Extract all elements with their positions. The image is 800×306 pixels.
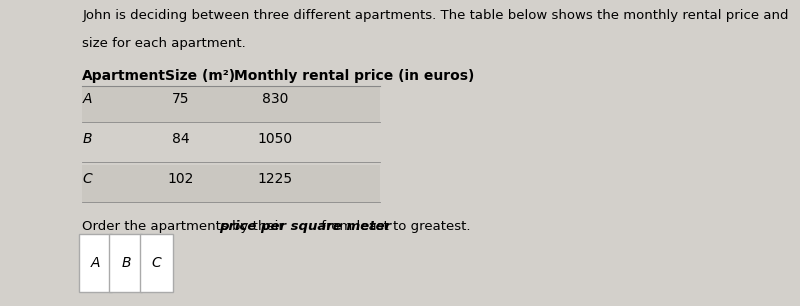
Text: size for each apartment.: size for each apartment.: [82, 37, 246, 50]
Text: A: A: [91, 256, 100, 270]
FancyBboxPatch shape: [82, 86, 380, 122]
Text: 1225: 1225: [258, 172, 293, 186]
Text: B: B: [121, 256, 130, 270]
Text: John is deciding between three different apartments. The table below shows the m: John is deciding between three different…: [82, 9, 789, 22]
Text: Monthly rental price (in euros): Monthly rental price (in euros): [234, 69, 474, 83]
FancyBboxPatch shape: [79, 234, 112, 292]
Text: A: A: [82, 92, 92, 106]
Text: C: C: [151, 256, 162, 270]
Text: Size (m²): Size (m²): [165, 69, 234, 83]
FancyBboxPatch shape: [140, 234, 173, 292]
Text: 84: 84: [171, 132, 189, 146]
Text: 1050: 1050: [258, 132, 293, 146]
FancyBboxPatch shape: [82, 165, 380, 202]
Text: 75: 75: [172, 92, 189, 106]
Text: 830: 830: [262, 92, 289, 106]
Text: Apartment: Apartment: [82, 69, 166, 83]
FancyBboxPatch shape: [110, 234, 142, 292]
Text: from least to greatest.: from least to greatest.: [317, 220, 470, 233]
Text: 102: 102: [167, 172, 194, 186]
Text: Order the apartments by their: Order the apartments by their: [82, 220, 289, 233]
Text: C: C: [82, 172, 92, 186]
Text: B: B: [82, 132, 92, 146]
FancyBboxPatch shape: [82, 125, 380, 162]
Text: price per square meter: price per square meter: [218, 220, 391, 233]
